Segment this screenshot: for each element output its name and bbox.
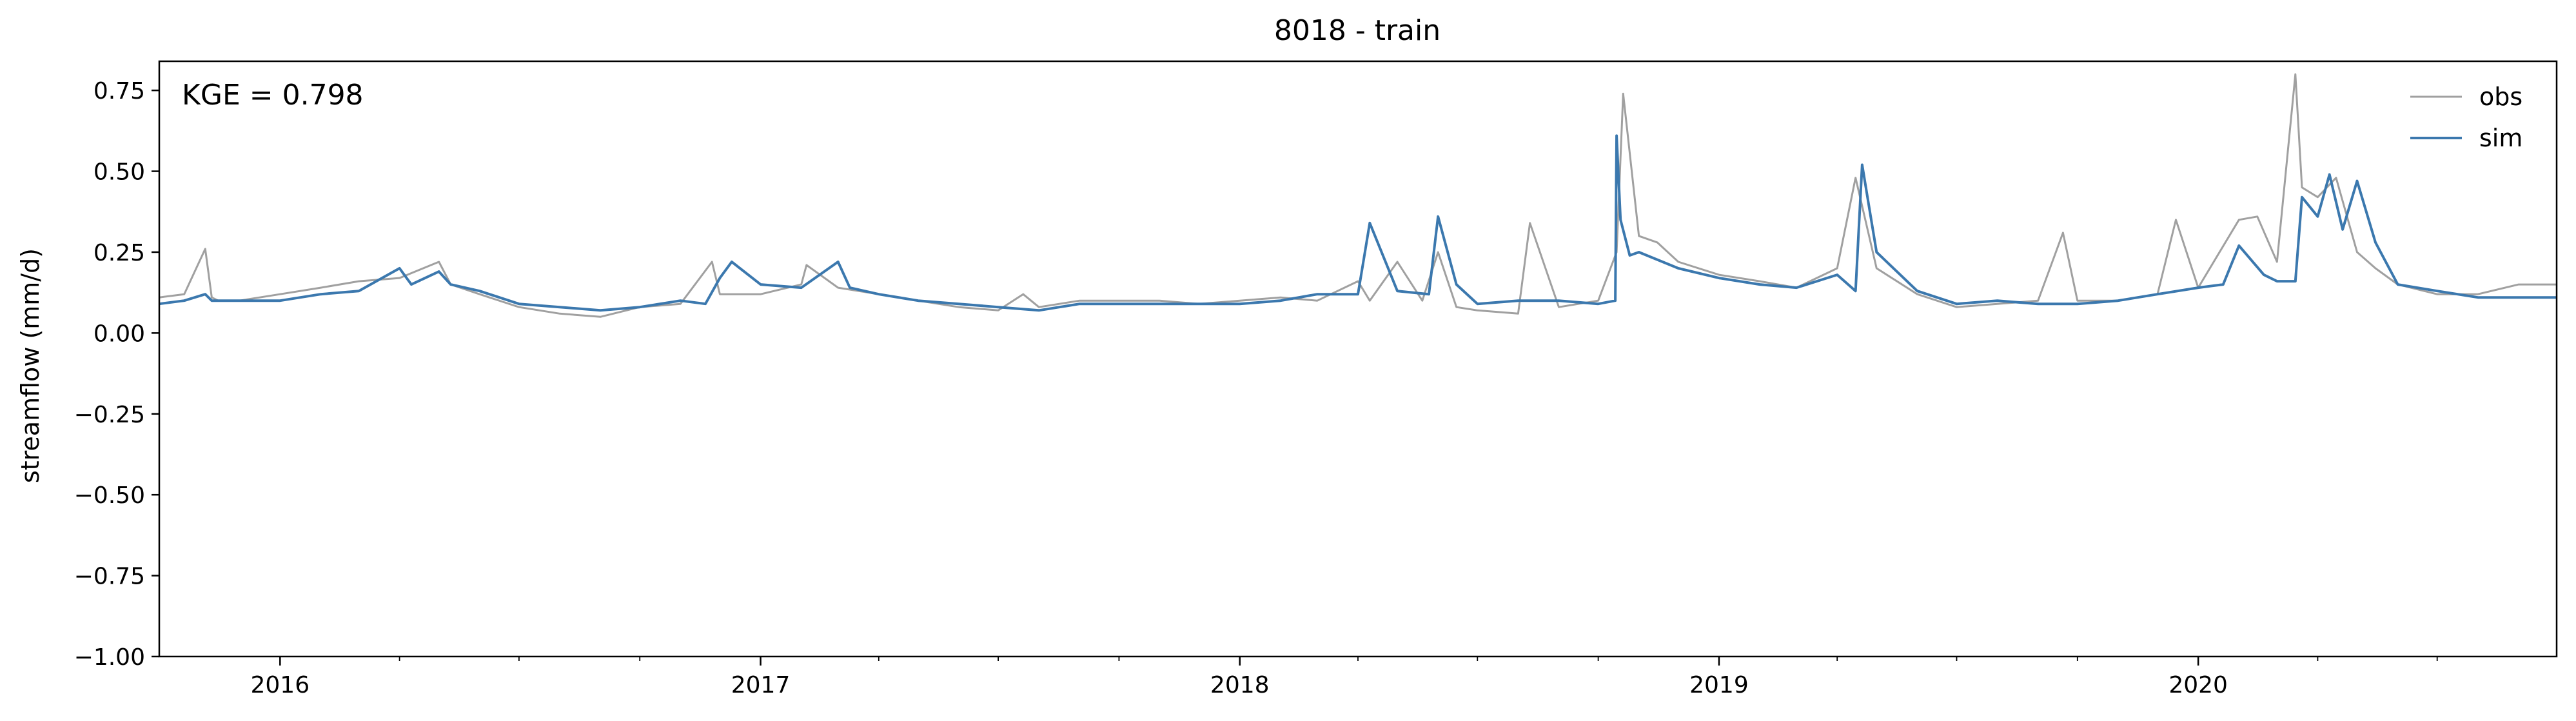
legend-label-obs: obs <box>2479 83 2522 111</box>
y-tick-label: −0.25 <box>74 402 145 428</box>
x-tick-label: 2018 <box>1210 672 1270 698</box>
series-line-sim <box>159 134 2557 312</box>
x-axis: 2016 2017 2018 2019 2020 <box>251 657 2438 698</box>
kge-annotation: KGE = 0.798 <box>182 79 364 112</box>
y-tick-label: 0.00 <box>93 321 145 347</box>
y-tick-label: 0.75 <box>93 78 145 104</box>
y-axis-label: streamflow (mm/d) <box>16 248 44 483</box>
y-tick-label: −0.50 <box>74 482 145 509</box>
chart-title: 8018 - train <box>1274 14 1440 47</box>
x-tick-label: 2019 <box>1689 672 1749 698</box>
x-tick-label: 2020 <box>2168 672 2228 698</box>
y-tick-label: 0.25 <box>93 240 145 266</box>
series-line-obs <box>159 73 2557 318</box>
x-tick-label: 2017 <box>731 672 791 698</box>
legend: obs sim <box>2410 83 2522 152</box>
plot-frame <box>158 60 2558 658</box>
x-tick-label: 2016 <box>251 672 310 698</box>
y-tick-label: −0.75 <box>74 564 145 590</box>
y-tick-label: −1.00 <box>74 644 145 671</box>
y-tick-label: 0.50 <box>93 159 145 186</box>
legend-label-sim: sim <box>2479 124 2522 152</box>
series-layer <box>159 73 2557 318</box>
y-axis: 0.75 0.50 0.25 0.00 −0.25 −0.50 −0.75 −1.00 <box>74 78 159 671</box>
